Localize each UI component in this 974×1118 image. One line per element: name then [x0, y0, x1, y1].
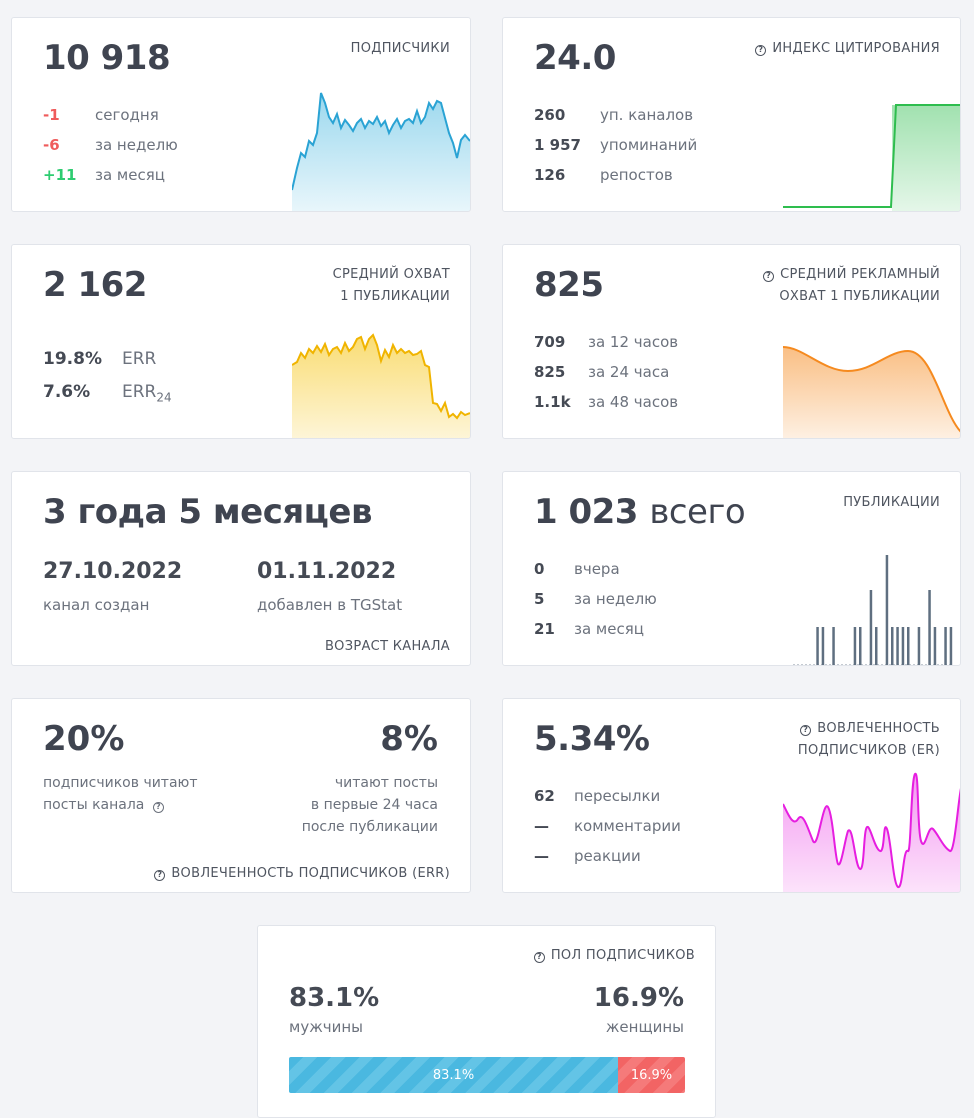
female-pct: 16.9%: [593, 983, 684, 1013]
help-icon[interactable]: ?: [763, 271, 775, 282]
subscribers-sparkline: [292, 92, 470, 211]
help-icon[interactable]: ?: [152, 802, 164, 813]
publication-bar: [875, 627, 878, 665]
male-pct: 83.1%: [289, 983, 380, 1013]
citation-card: 24.0 ? ИНДЕКС ЦИТИРОВАНИЯ 260 уп. каналов…: [502, 17, 961, 212]
publications-card: 1 023 всего ПУБЛИКАЦИИ 0 вчера 5 за неде…: [502, 471, 961, 666]
publication-bar: [885, 555, 889, 665]
citation-caption[interactable]: ? ИНДЕКС ЦИТИРОВАНИЯ: [755, 38, 940, 60]
help-icon[interactable]: ?: [800, 725, 812, 736]
help-icon[interactable]: ?: [755, 45, 767, 56]
err-left-desc: подписчиков читают посты канала ?: [43, 775, 198, 813]
channel-age-value: 3 года 5 месяцев: [43, 492, 372, 532]
err-right-pct: 8%: [380, 719, 438, 759]
publication-bar: [949, 627, 953, 665]
publications-total: 1 023 всего: [534, 492, 746, 532]
er-value: 5.34%: [534, 719, 650, 759]
publication-bar: [869, 590, 873, 665]
publications-bar-chart: [793, 555, 953, 665]
channel-age-card: 3 года 5 месяцев 27.10.2022 канал создан…: [11, 471, 471, 666]
help-icon[interactable]: ?: [533, 952, 545, 963]
ad-reach-card: 825 ? СРЕДНИЙ РЕКЛАМНЫЙ ОХВАТ 1 ПУБЛИКАЦИ…: [502, 244, 961, 439]
added-date: 01.11.2022: [257, 559, 397, 584]
publication-bar: [816, 627, 819, 665]
average-reach-caption: СРЕДНИЙ ОХВАТ 1 ПУБЛИКАЦИИ: [332, 267, 450, 304]
male-label: мужчины: [289, 1018, 363, 1036]
added-label: добавлен в TGStat: [257, 596, 403, 614]
ad-reach-caption[interactable]: ? СРЕДНИЙ РЕКЛАМНЫЙ ОХВАТ 1 ПУБЛИКАЦИИ: [763, 264, 940, 308]
err-left-pct: 20%: [43, 719, 125, 759]
err-card: 20% подписчиков читают посты канала ? 8%…: [11, 698, 471, 893]
err-caption[interactable]: ? ВОВЛЕЧЕННОСТЬ ПОДПИСЧИКОВ (ERR): [154, 863, 450, 885]
average-reach-sparkline: [292, 333, 470, 438]
publication-bar: [891, 627, 894, 665]
average-reach-value: 2 162: [43, 265, 147, 305]
gender-bar: 83.1% 16.9%: [289, 1057, 685, 1093]
gender-card: ? ПОЛ ПОДПИСЧИКОВ 83.1% мужчины 16.9% жен…: [257, 925, 716, 1118]
publication-bar: [907, 627, 910, 665]
subscribers-count: 10 918: [43, 38, 171, 78]
ad-reach-value: 825: [534, 265, 604, 305]
publication-bar: [859, 627, 862, 665]
female-label: женщины: [605, 1018, 684, 1036]
publication-bar: [933, 627, 937, 665]
publication-bar: [896, 627, 899, 665]
created-date: 27.10.2022: [43, 559, 183, 584]
er-sparkline: [783, 772, 960, 892]
average-reach-card: 2 162 СРЕДНИЙ ОХВАТ 1 ПУБЛИКАЦИИ 19.8% E…: [11, 244, 471, 439]
subscribers-caption: ПОДПИСЧИКИ: [350, 41, 450, 56]
citation-index-value: 24.0: [534, 38, 616, 78]
publication-bar: [928, 590, 931, 665]
help-icon[interactable]: ?: [154, 870, 166, 881]
gender-bar-male: 83.1%: [289, 1057, 619, 1093]
gender-caption[interactable]: ? ПОЛ ПОДПИСЧИКОВ: [533, 945, 695, 967]
publication-bar: [944, 627, 947, 665]
ad-reach-sparkline: [783, 346, 960, 438]
subscribers-card: 10 918 ПОДПИСЧИКИ -1 сегодня -6 за недел…: [11, 17, 471, 212]
er-card: 5.34% ? ВОВЛЕЧЕННОСТЬ ПОДПИСЧИКОВ (ER) 62…: [502, 698, 961, 893]
gender-bar-female: 16.9%: [618, 1057, 685, 1093]
citation-sparkline: [783, 104, 960, 211]
er-caption[interactable]: ? ВОВЛЕЧЕННОСТЬ ПОДПИСЧИКОВ (ER): [797, 721, 940, 758]
publications-caption: ПУБЛИКАЦИИ: [843, 495, 940, 510]
channel-age-caption: ВОЗРАСТ КАНАЛА: [324, 639, 450, 654]
err-right-desc: читают посты в первые 24 часа после публ…: [301, 775, 438, 835]
publication-bar: [853, 627, 857, 665]
publication-bar: [917, 627, 921, 665]
publication-bar: [832, 627, 835, 665]
publication-bar: [821, 627, 825, 665]
publication-bar: [901, 627, 905, 665]
created-label: канал создан: [43, 596, 150, 614]
